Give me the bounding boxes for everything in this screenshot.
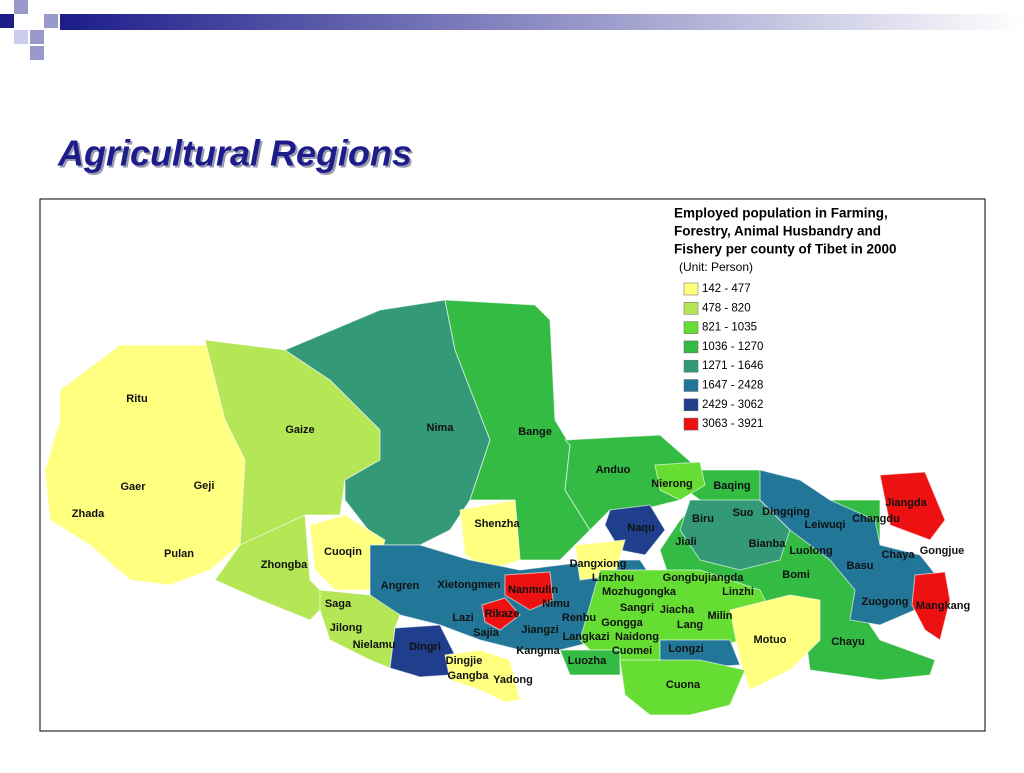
county-label: Gongbujiangda [663,572,745,584]
county-label: Longzi [668,643,703,655]
slide-title: Agricultural Regions [57,133,412,174]
county-label: Nima [427,422,455,434]
county-label: Renbu [562,612,596,624]
county-label: Nierong [651,478,693,490]
county-label: Sajia [473,627,500,639]
legend-unit: (Unit: Person) [679,260,753,274]
county-label: Zhongba [261,559,308,571]
county-label: Nanmulin [508,584,558,596]
county-label: Cuona [666,679,701,691]
county-label: Kangma [516,645,560,657]
county-label: Naqu [627,522,655,534]
county-label: Gongga [601,617,643,629]
county-label: Motuo [754,634,787,646]
county-label: Dangxiong [570,558,627,570]
county-label: Angren [381,580,420,592]
legend: Employed population in Farming, Forestry,… [674,206,897,431]
county-label: Bianba [749,538,787,550]
county-label: Linzhi [722,586,754,598]
legend-label: 3063 - 3921 [702,418,763,430]
county-label: Jiangzi [521,624,558,636]
decoration [0,0,1024,60]
legend-label: 478 - 820 [702,302,751,314]
county-label: Jiali [675,536,696,548]
legend-label: 142 - 477 [702,283,751,295]
county-labels: Ritu Gaize Nima Bange Anduo Nierong Baqing Gaer… [72,393,970,691]
county-label: Gaer [120,481,146,493]
legend-label: 1271 - 1646 [702,360,763,372]
county-label: Luolong [789,545,832,557]
county-label: Jilong [330,622,362,634]
legend-swatch [683,359,699,373]
county-label: Bomi [782,569,810,581]
legend-label: 1036 - 1270 [702,341,763,353]
county-label: Dingqing [762,506,810,518]
county-label: Luozha [568,655,607,667]
legend-swatch [683,321,699,334]
county-label: Dingjie [446,655,483,667]
county-label: Cuoqin [324,546,362,558]
county-label: Gaize [285,424,314,436]
county-label: Suo [733,507,754,519]
legend-swatch [683,398,699,412]
county-label: Langkazi [562,631,609,643]
legend-swatch [683,417,699,431]
legend-swatch [683,302,699,315]
county-label: Zuogong [861,596,908,608]
county-label: Mozhugongka [602,586,677,598]
county-label: Jiacha [660,604,695,616]
county-label: Dingri [409,641,441,653]
county-label: Milin [707,610,732,622]
legend-title: Employed population in Farming, [674,206,888,221]
county-label: Naidong [615,631,659,643]
legend-label: 1647 - 2428 [702,380,763,392]
county-label: Sangri [620,602,654,614]
county-label: Jiangda [885,497,927,509]
county-label: Chaya [881,549,915,561]
county-label: Chayu [831,636,865,648]
county-label: Biru [692,513,714,525]
map [44,299,951,716]
county-label: Shenzha [474,518,520,530]
legend-label: 821 - 1035 [702,322,757,334]
county-label: Ritu [126,393,147,405]
county-label: Changdu [852,513,900,525]
county-label: Linzhou [592,572,634,584]
county-label: Yadong [493,674,533,686]
legend-label: 2429 - 3062 [702,399,763,411]
county-label: Nielamu [353,639,396,651]
county-label: Gangba [448,670,490,682]
legend-title: Fishery per county of Tibet in 2000 [674,242,897,257]
legend-swatch [683,379,699,392]
county-label: Zhada [72,508,105,520]
county-label: Baqing [713,480,750,492]
legend-swatch [683,340,699,354]
county-label: Rikaze [485,608,520,620]
county-label: Lazi [452,612,473,624]
county-label: Anduo [596,464,631,476]
county-label: Mangkang [916,600,970,612]
county-label: Saga [325,598,352,610]
county-label: Xietongmen [438,579,501,591]
county-label: Pulan [164,548,194,560]
county-label: Leiwuqi [805,519,846,531]
county-label: Basu [847,560,874,572]
county-label: Cuomei [612,645,652,657]
county-label: Geji [194,480,215,492]
county-label: Bange [518,426,552,438]
legend-swatch [683,282,699,296]
legend-title: Forestry, Animal Husbandry and [674,224,881,239]
county-label: Nimu [542,598,570,610]
county-label: Lang [677,619,703,631]
county-label: Gongjue [920,545,965,557]
